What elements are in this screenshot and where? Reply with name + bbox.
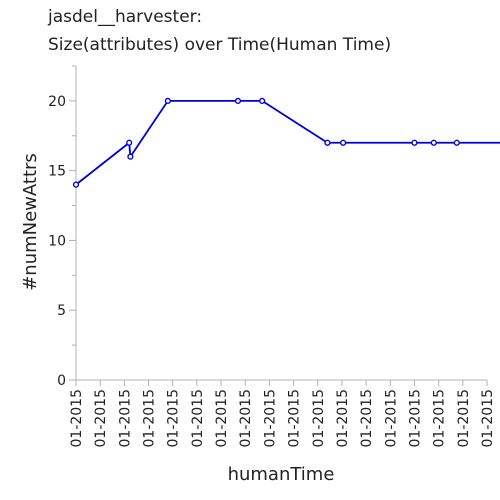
data-point [430,139,437,146]
data-point [127,153,134,160]
data-point [164,97,171,104]
x-tick-label: 01-2015 [456,389,472,448]
x-tick-label: 01-2015 [238,389,254,448]
data-point [340,139,347,146]
data-point [411,139,418,146]
chart-title-line-1: jasdel__harvester: [47,7,202,27]
x-tick-label: 01-2015 [262,389,278,448]
y-tick-label: 10 [48,233,66,249]
x-tick-label: 01-2015 [69,389,85,448]
x-tick-label: 01-2015 [287,389,303,448]
x-tick-label: 01-2015 [432,389,448,448]
data-point [259,97,266,104]
x-axis-ticks: 01-2015 01-2015 01-2015 01-2015 01-2015 01-20… [69,380,496,448]
series-group [72,97,500,188]
x-tick-label: 01-2015 [335,389,351,448]
y-tick-label: 0 [57,373,66,389]
y-tick-label: 20 [48,94,66,110]
data-point [234,97,242,104]
x-tick-label: 01-2015 [214,389,230,448]
y-tick-label: 5 [57,303,66,319]
x-tick-label: 01-2015 [480,389,496,448]
x-tick-label: 01-2015 [166,389,182,448]
x-axis-label: humanTime [228,464,335,485]
x-tick-label: 01-2015 [142,389,158,448]
y-tick-label: 15 [48,164,66,180]
x-tick-label: 01-2015 [407,389,423,448]
y-axis-ticks: 0 5 10 15 20 [48,65,76,389]
x-tick-label: 01-2015 [311,389,327,448]
data-point [126,139,133,146]
x-tick-label: 01-2015 [359,389,375,448]
data-point [324,139,331,146]
data-point [72,181,80,188]
y-axis-label: #numNewAttrs [20,153,41,291]
x-tick-label: 01-2015 [383,389,399,448]
x-tick-label: 01-2015 [117,389,133,448]
x-tick-label: 01-2015 [93,389,109,448]
chart-title-line-2: Size(attributes) over Time(Human Time) [48,35,391,55]
x-tick-label: 01-2015 [190,389,206,448]
data-point [453,139,460,146]
